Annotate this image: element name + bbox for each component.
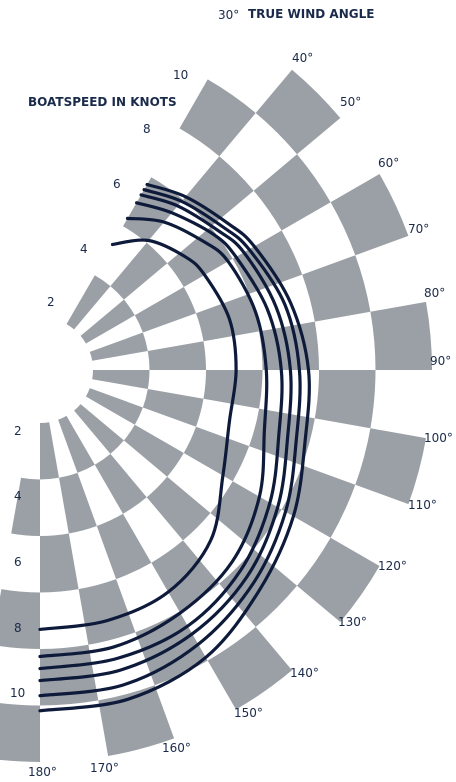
- checker-cell: [134, 287, 196, 333]
- checker-cell: [40, 533, 79, 593]
- angle-label-70: 70°: [408, 222, 429, 236]
- angle-label-170: 170°: [90, 761, 119, 775]
- speed-label-upper-6: 6: [113, 177, 121, 191]
- angle-label-110: 110°: [408, 498, 437, 512]
- checker-cell: [147, 341, 207, 370]
- checker-cell: [40, 644, 99, 706]
- checker-cell: [85, 388, 143, 425]
- checker-grid: [0, 69, 432, 762]
- checker-cell: [207, 627, 292, 710]
- speed-label-upper-10: 10: [173, 68, 188, 82]
- angle-label-100: 100°: [424, 431, 453, 445]
- checker-cell: [74, 404, 124, 454]
- checker-cell: [59, 472, 97, 534]
- polar-curves: [38, 182, 311, 713]
- speed-label-lower-4: 4: [14, 489, 22, 503]
- angle-label-160: 160°: [162, 741, 191, 755]
- checker-cell: [80, 299, 135, 344]
- checker-cell: [40, 422, 59, 480]
- checker-cell: [92, 370, 150, 389]
- speed-label-lower-6: 6: [14, 555, 22, 569]
- angle-label-120: 120°: [378, 559, 407, 573]
- angle-label-150: 150°: [234, 706, 263, 720]
- checker-cell: [167, 227, 233, 287]
- speed-label-lower-10: 10: [10, 686, 25, 700]
- speed-title: BOATSPEED IN KNOTS: [28, 95, 177, 109]
- checker-cell: [370, 301, 432, 370]
- checker-cell: [253, 154, 331, 231]
- angle-label-30: 30°: [218, 8, 239, 22]
- speed-label-lower-2: 2: [14, 424, 22, 438]
- checker-cell: [0, 589, 40, 650]
- checker-cell: [183, 156, 254, 227]
- checker-cell: [183, 426, 250, 482]
- polar-curve-5: [38, 188, 302, 698]
- polar-curve-3: [38, 201, 284, 671]
- checker-cell: [11, 477, 40, 537]
- angle-label-180: 180°: [28, 765, 57, 779]
- angle-label-40: 40°: [292, 51, 313, 65]
- checker-cell: [58, 415, 95, 473]
- checker-cell: [210, 481, 282, 550]
- checker-cell: [355, 428, 426, 505]
- checker-cell: [110, 242, 168, 300]
- checker-cell: [78, 579, 136, 645]
- angle-label-50: 50°: [340, 95, 361, 109]
- checker-cell: [123, 177, 183, 243]
- checker-cell: [219, 549, 297, 627]
- checker-cell: [0, 703, 40, 762]
- checker-cell: [330, 174, 409, 256]
- polar-curve-1: [38, 238, 238, 631]
- speed-label-upper-4: 4: [80, 242, 88, 256]
- angle-label-90: 90°: [430, 354, 451, 368]
- speed-label-lower-8: 8: [14, 621, 22, 635]
- checker-cell: [179, 79, 256, 157]
- checker-cell: [94, 453, 147, 514]
- checker-cell: [123, 424, 184, 477]
- checker-cell: [66, 275, 111, 330]
- checker-cell: [142, 389, 204, 427]
- angle-label-80: 80°: [424, 286, 445, 300]
- checker-cell: [314, 370, 376, 429]
- checker-cell: [302, 255, 371, 322]
- angle-label-140: 140°: [290, 666, 319, 680]
- checker-cell: [255, 69, 341, 155]
- polar-curve-2: [38, 216, 269, 659]
- checker-cell: [96, 513, 152, 580]
- polar-curve-4: [38, 193, 293, 683]
- polar-curve-6: [38, 182, 311, 713]
- angle-label-60: 60°: [378, 156, 399, 170]
- checker-cell: [146, 476, 211, 541]
- angle-label-130: 130°: [338, 615, 367, 629]
- checker-cell: [89, 332, 148, 361]
- checker-cell: [297, 537, 380, 622]
- speed-label-upper-8: 8: [143, 122, 151, 136]
- speed-label-upper-2: 2: [47, 295, 55, 309]
- wind-angle-title: TRUE WIND ANGLE: [248, 7, 374, 21]
